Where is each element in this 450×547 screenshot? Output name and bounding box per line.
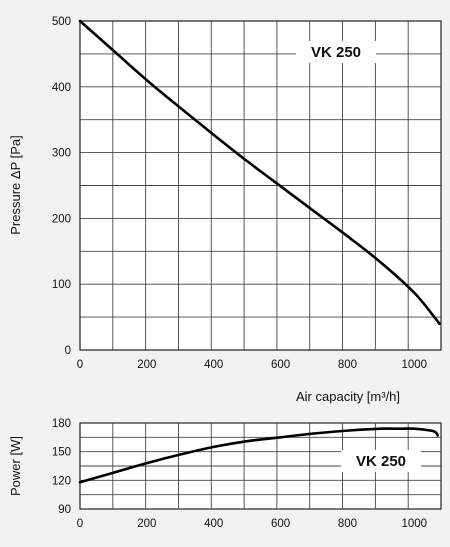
power-x-tick-label: 1000 [401, 518, 427, 530]
pressure-curve-line [78, 19, 441, 325]
power-x-tick-label: 400 [204, 518, 223, 530]
power-curve-line [78, 427, 439, 484]
power-y-tick-label: 180 [52, 418, 71, 430]
pressure-y-tick-label: 0 [65, 345, 71, 357]
power-chart: 0 200 400 600 800 1000 90 120 150 180 Power [W] VK … [8, 418, 442, 530]
pressure-model-annotation: VK 250 [311, 44, 361, 61]
pressure-x-tick-label: 800 [338, 359, 357, 371]
pressure-x-tick-label: 600 [271, 359, 290, 371]
pressure-x-tick-label: 200 [137, 359, 156, 371]
pressure-y-axis-title: Pressure ΔP [Pa] [8, 135, 23, 235]
pressure-x-tick-label: 400 [204, 359, 223, 371]
pressure-y-tick-label: 100 [52, 279, 71, 291]
pressure-x-tick-label: 1000 [401, 359, 427, 371]
pressure-y-tick-label: 400 [52, 82, 71, 94]
power-y-tick-label: 90 [58, 504, 71, 516]
power-x-tick-label: 200 [137, 518, 156, 530]
power-y-tick-label: 120 [52, 475, 71, 487]
power-x-tick-label: 800 [338, 518, 357, 530]
pressure-annotation-background [296, 41, 376, 63]
power-y-tick-label: 150 [52, 447, 71, 459]
pressure-y-tick-label: 200 [52, 213, 71, 225]
power-model-annotation: VK 250 [356, 453, 406, 470]
pressure-chart: 0 200 400 600 800 1000 0 100 200 300 400 500 Air cap… [8, 16, 442, 404]
pressure-x-axis-title: Air capacity [m³/h] [296, 389, 400, 404]
power-x-tick-label: 0 [77, 518, 83, 530]
pressure-x-tick-label: 0 [77, 359, 83, 371]
pressure-y-tick-label: 500 [52, 16, 71, 28]
power-annotation-background [341, 450, 421, 472]
power-x-tick-label: 600 [271, 518, 290, 530]
power-y-axis-title: Power [W] [8, 436, 23, 496]
pressure-y-tick-label: 300 [52, 148, 71, 160]
